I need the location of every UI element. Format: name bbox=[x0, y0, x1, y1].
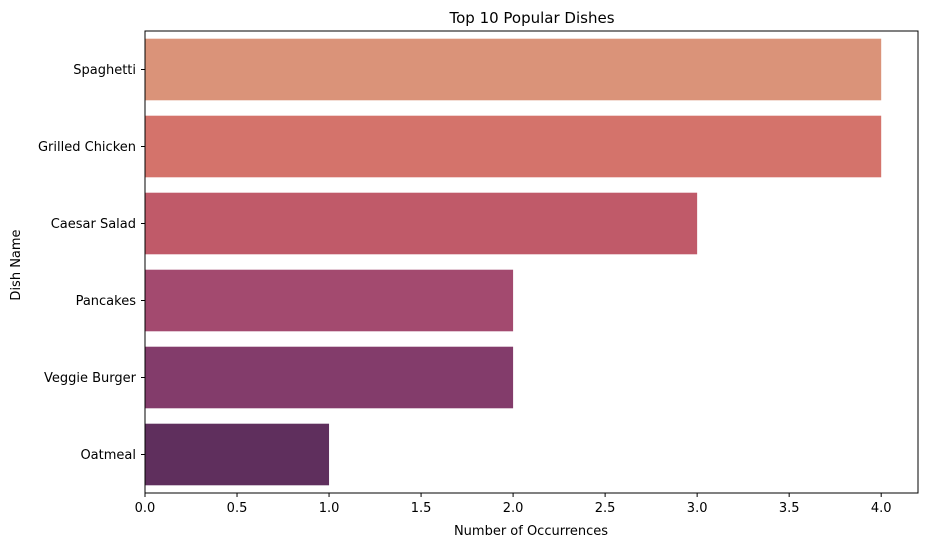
x-tick-label: 0.5 bbox=[227, 501, 248, 516]
y-tick-label: Pancakes bbox=[76, 294, 137, 309]
x-tick-label: 2.5 bbox=[595, 501, 616, 516]
bar-pancakes bbox=[145, 269, 514, 332]
x-tick-label: 1.5 bbox=[411, 501, 432, 516]
chart-title: Top 10 Popular Dishes bbox=[448, 9, 614, 27]
y-tick-label: Grilled Chicken bbox=[38, 140, 136, 155]
y-tick-label: Oatmeal bbox=[80, 448, 136, 463]
bar-grilled-chicken bbox=[145, 115, 882, 178]
plot-frame bbox=[144, 30, 919, 494]
x-ticks: 0.0 0.5 1.0 1.5 2.0 2.5 3.0 3.5 4.0 bbox=[135, 493, 892, 516]
x-tick-label: 4.0 bbox=[871, 501, 892, 516]
y-axis-label: Dish Name bbox=[9, 229, 24, 300]
y-tick-label: Caesar Salad bbox=[51, 217, 136, 232]
bar-oatmeal bbox=[145, 423, 330, 486]
bar-caesar-salad bbox=[145, 192, 698, 255]
x-axis-label: Number of Occurrences bbox=[454, 524, 608, 539]
x-tick-label: 1.0 bbox=[319, 501, 340, 516]
y-ticks: Spaghetti Grilled Chicken Caesar Salad Panc… bbox=[38, 63, 145, 463]
y-tick-label: Veggie Burger bbox=[44, 371, 137, 386]
y-tick-label: Spaghetti bbox=[73, 63, 136, 78]
bars-layer bbox=[145, 38, 882, 486]
x-tick-label: 3.5 bbox=[779, 501, 800, 516]
x-tick-label: 0.0 bbox=[135, 501, 156, 516]
x-tick-label: 2.0 bbox=[503, 501, 524, 516]
bar-spaghetti bbox=[145, 38, 882, 101]
bar-veggie-burger bbox=[145, 346, 514, 409]
x-tick-label: 3.0 bbox=[687, 501, 708, 516]
